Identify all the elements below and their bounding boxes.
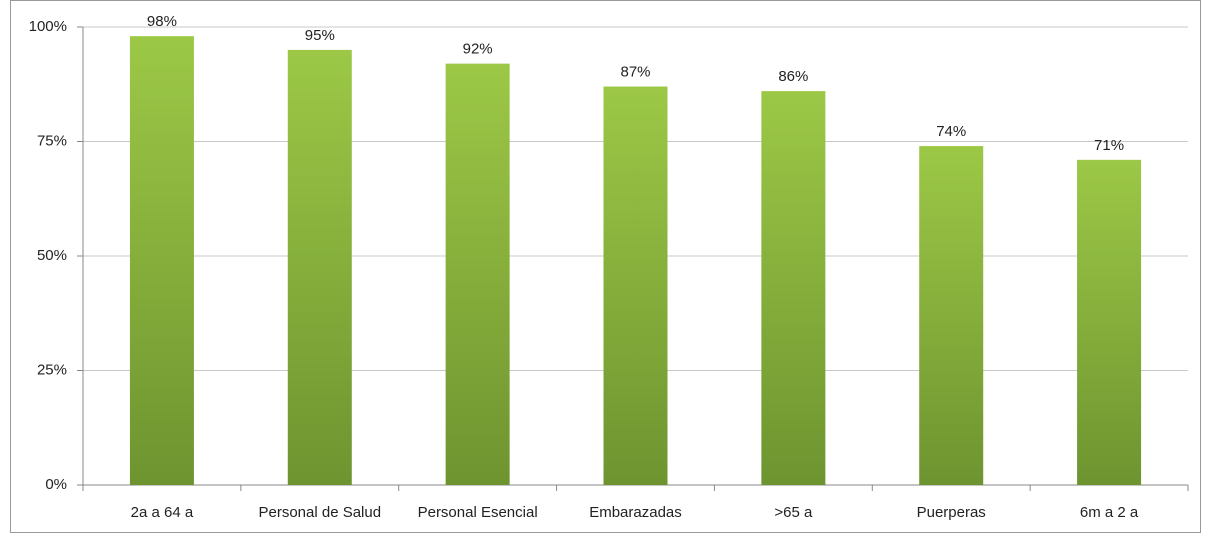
data-label: 86%	[778, 68, 808, 85]
data-label: 95%	[305, 27, 335, 44]
x-tick-label: 6m a 2 a	[1080, 504, 1139, 521]
y-tick-label: 100%	[29, 18, 67, 35]
y-tick-label: 50%	[37, 247, 67, 264]
data-label: 74%	[936, 123, 966, 140]
x-tick-label: Puerperas	[917, 504, 986, 521]
y-tick-label: 75%	[37, 132, 67, 149]
data-label: 92%	[463, 41, 493, 58]
bar	[1077, 159, 1142, 485]
bar	[287, 49, 352, 486]
data-label: 98%	[147, 13, 177, 30]
data-label: 87%	[620, 64, 650, 81]
bar	[919, 146, 984, 485]
bar	[129, 36, 194, 485]
x-tick-label: Embarazadas	[589, 504, 682, 521]
x-tick-label: Personal Esencial	[418, 504, 538, 521]
x-tick-label: 2a a 64 a	[131, 504, 194, 521]
bar	[603, 86, 668, 485]
bar	[445, 63, 510, 485]
data-label: 71%	[1094, 137, 1124, 154]
y-tick-label: 25%	[37, 361, 67, 378]
x-tick-label: Personal de Salud	[258, 504, 381, 521]
bar	[761, 91, 826, 486]
x-tick-label: >65 a	[774, 504, 813, 521]
y-tick-label: 0%	[45, 476, 67, 493]
